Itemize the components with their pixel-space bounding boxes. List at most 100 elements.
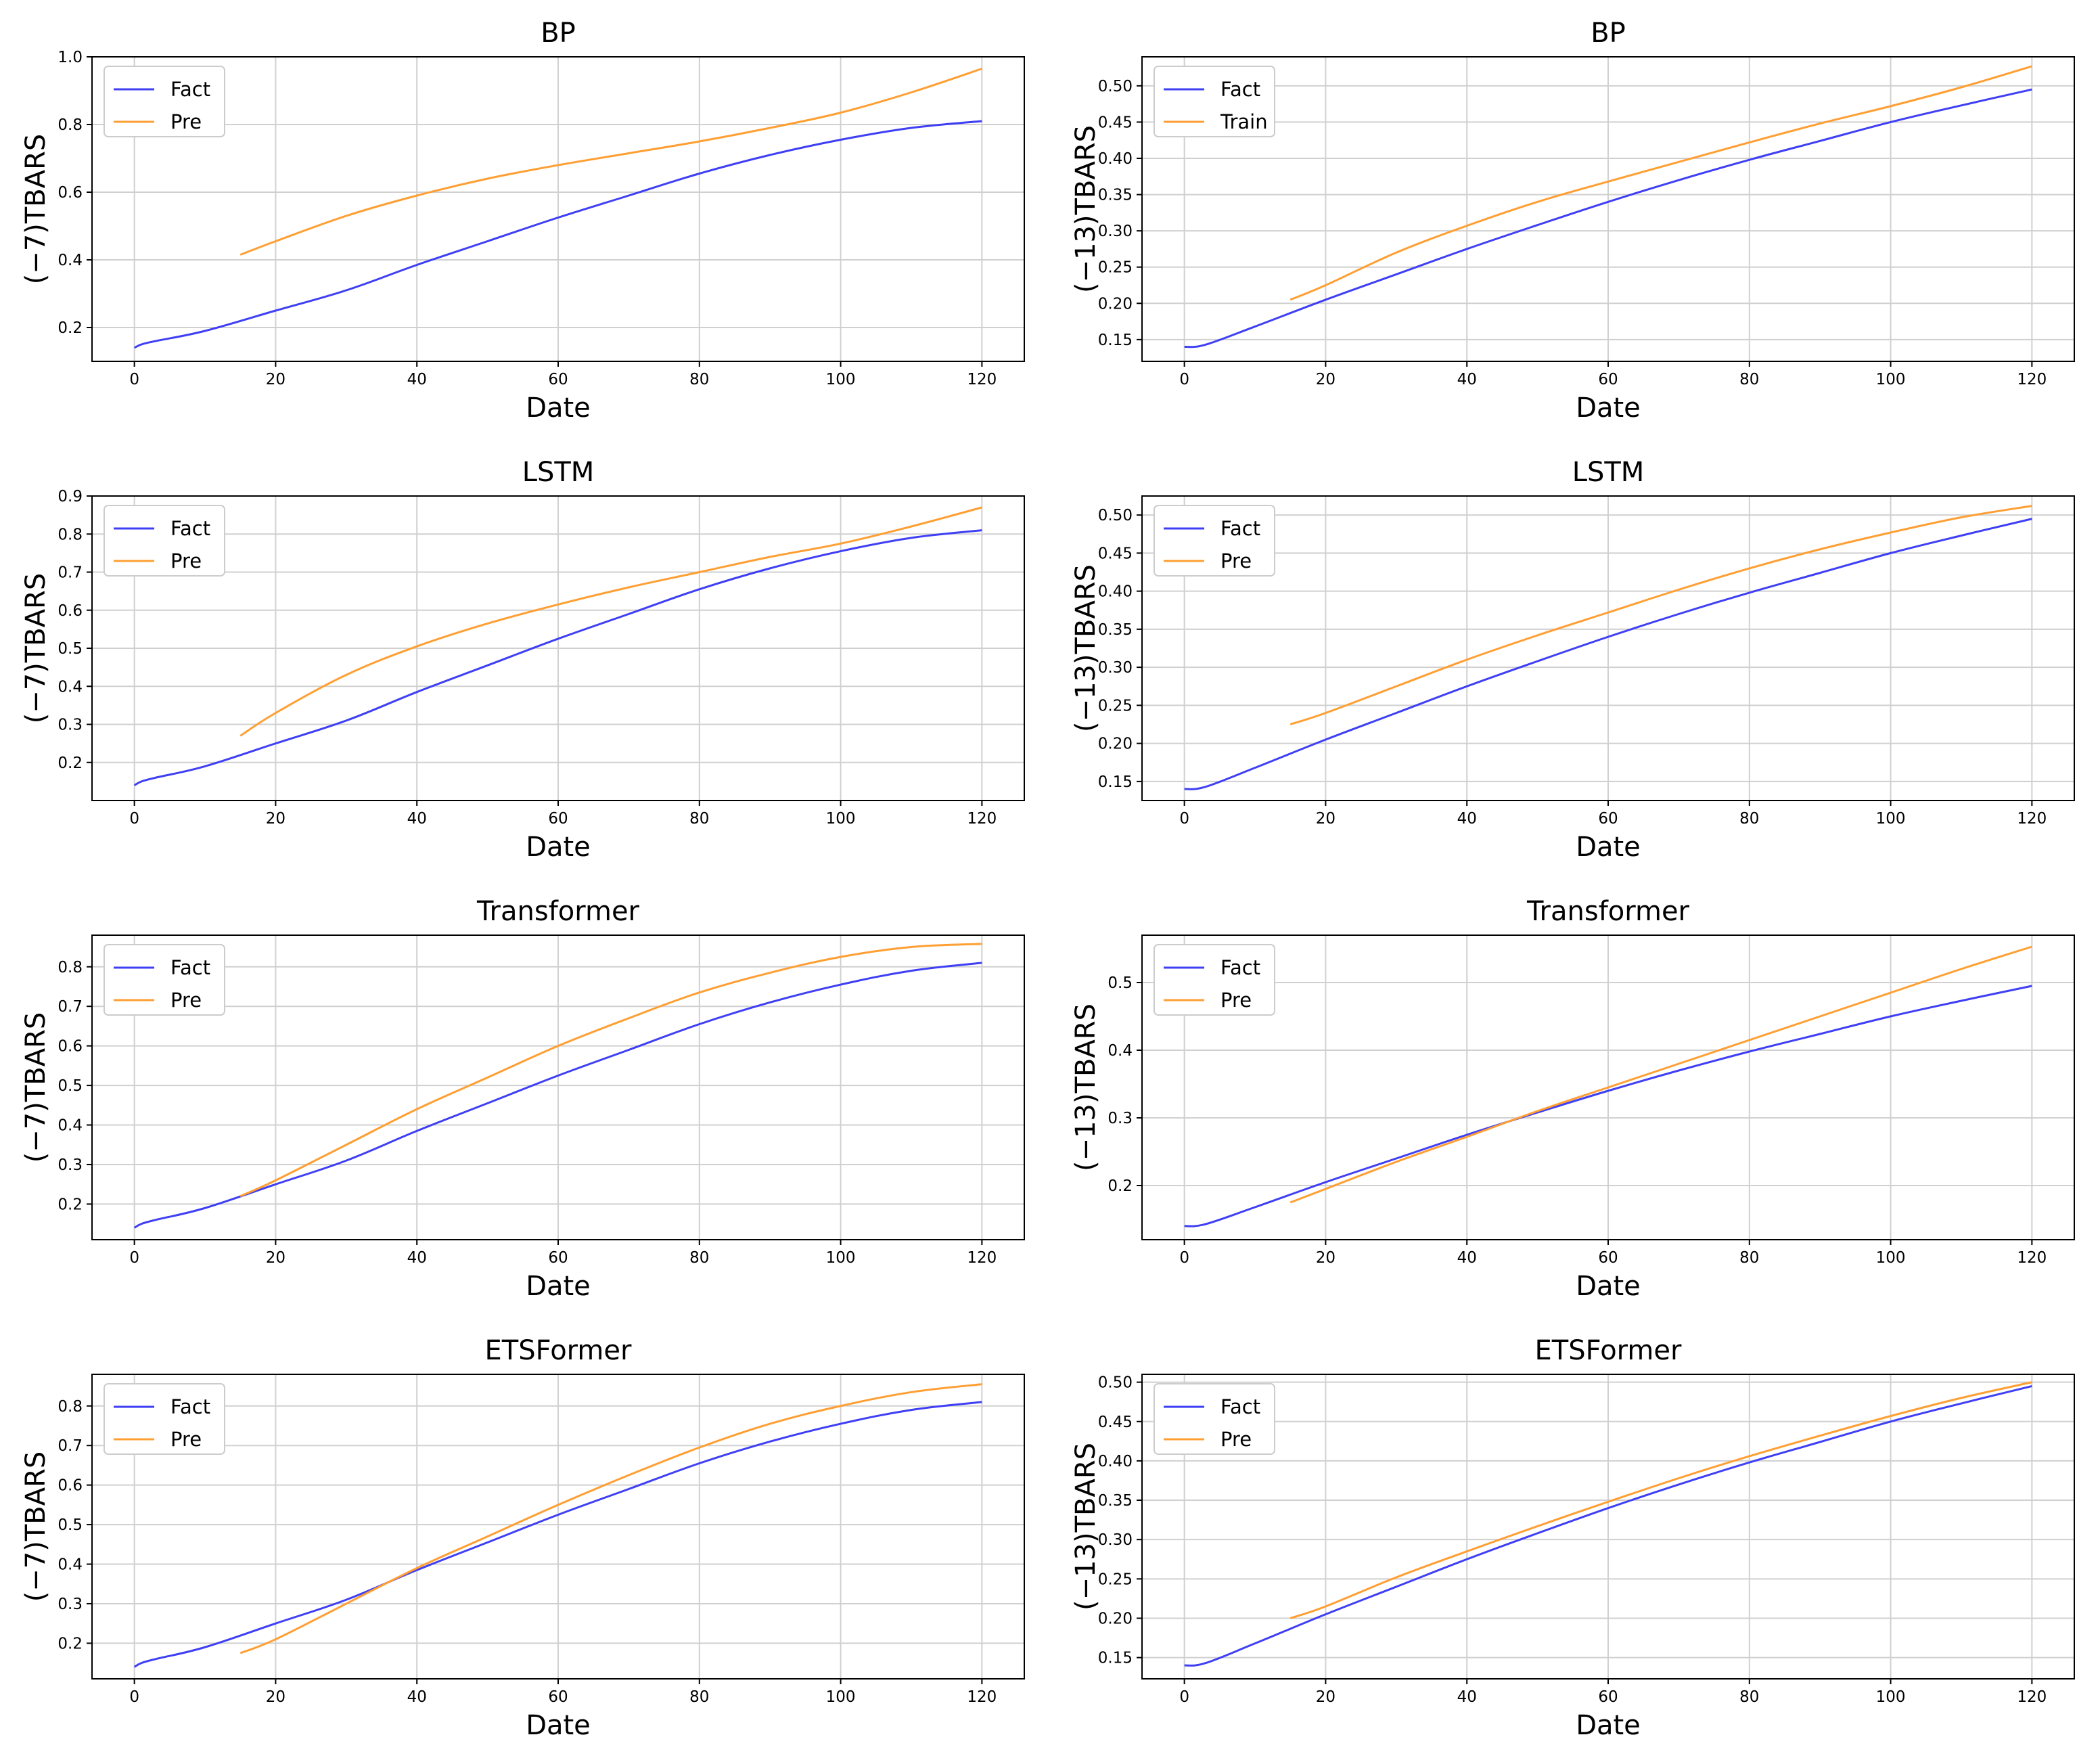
x-tick-label: 80	[1739, 1688, 1759, 1706]
x-tick-label: 20	[266, 1688, 286, 1706]
legend-box	[1154, 66, 1275, 137]
y-tick-label: 0.3	[58, 1156, 83, 1174]
x-tick-label: 100	[826, 1249, 856, 1267]
y-tick-label: 0.25	[1098, 1571, 1133, 1588]
x-tick-label: 60	[1598, 371, 1618, 388]
y-tick-label: 0.45	[1098, 1414, 1133, 1431]
y-axis-label: (−13)TBARS	[1070, 564, 1101, 732]
chart-panel-transformer-7: 0 20 40 60 80 100 120 0.2 0.3 0.4 0.5 0.6 0.7 0.8 Tran…	[0, 878, 1050, 1317]
y-tick-label: 0.2	[58, 1635, 83, 1652]
y-tick-label: 0.40	[1098, 150, 1133, 168]
x-tick-label: 0	[129, 1688, 139, 1706]
grid	[1142, 1374, 2074, 1679]
x-tick-label: 0	[1179, 371, 1189, 388]
y-tick-label: 0.5	[58, 1516, 83, 1534]
legend-label-fact: Fact	[170, 78, 210, 101]
series-line-fact	[133, 1401, 982, 1668]
y-tick-label: 0.6	[58, 184, 83, 202]
x-tick-label: 40	[1457, 810, 1477, 828]
x-tick-label: 100	[1876, 810, 1906, 828]
y-tick-label: 0.40	[1098, 1453, 1133, 1470]
x-tick-label: 40	[1457, 1688, 1477, 1706]
y-tick-label: 0.4	[1108, 1042, 1133, 1060]
x-tick-label: 100	[1876, 1688, 1906, 1706]
y-tick-label: 0.2	[58, 754, 83, 772]
x-tick-label: 80	[1739, 371, 1759, 388]
x-axis-label: Date	[1576, 1271, 1641, 1302]
x-tick-label: 120	[2017, 810, 2047, 828]
x-axis-label: Date	[526, 1271, 591, 1302]
x-tick-label: 20	[1316, 1688, 1336, 1706]
legend: Fact Pre	[1154, 944, 1275, 1016]
y-tick-label: 0.7	[58, 998, 83, 1016]
x-tick-label: 100	[826, 1688, 856, 1706]
y-tick-label: 0.4	[58, 1556, 83, 1574]
y-tick-label: 0.8	[58, 526, 83, 543]
y-tick-label: 0.50	[1098, 78, 1133, 95]
x-axis-label: Date	[526, 392, 591, 424]
x-tick-label: 0	[129, 810, 139, 828]
y-tick-label: 0.2	[1108, 1177, 1133, 1195]
series-line-fact	[1184, 518, 2032, 790]
chart-panel-bp-13: 0 20 40 60 80 100 120 0.15 0.20 0.25 0.30 0.35 0.40 0…	[1050, 0, 2100, 439]
series-line-fact	[1184, 88, 2032, 348]
chart-title: LSTM	[1572, 457, 1645, 488]
y-tick-label: 0.6	[58, 1477, 83, 1495]
legend-label-pre: Pre	[170, 110, 202, 133]
y-tick-label: 0.3	[1108, 1110, 1133, 1127]
legend-label-pre: Pre	[170, 1428, 202, 1451]
y-tick-label: 0.20	[1098, 295, 1133, 313]
y-axis-label: (−13)TBARS	[1070, 125, 1101, 293]
legend-label-train: Train	[1220, 110, 1268, 133]
x-axis-label: Date	[1576, 392, 1641, 424]
y-tick-label: 0.30	[1098, 223, 1133, 240]
series-line-fact	[1184, 985, 2032, 1227]
legend-label-fact: Fact	[170, 517, 210, 540]
x-tick-label: 80	[1739, 810, 1759, 828]
y-tick-label: 0.15	[1098, 773, 1133, 791]
x-tick-label: 60	[548, 371, 568, 388]
legend-box	[1154, 1383, 1275, 1455]
x-tick-label: 20	[1316, 371, 1336, 388]
legend: Fact Pre	[104, 505, 225, 577]
x-tick-label: 0	[129, 1249, 139, 1267]
legend-label-fact: Fact	[1220, 1395, 1260, 1418]
y-tick-label: 0.5	[58, 640, 83, 658]
x-tick-label: 40	[407, 371, 427, 388]
y-tick-label: 0.25	[1098, 697, 1133, 715]
y-tick-label: 0.8	[58, 116, 83, 134]
y-tick-label: 0.40	[1098, 583, 1133, 601]
y-tick-label: 0.50	[1098, 1374, 1133, 1392]
x-tick-label: 40	[1457, 1249, 1477, 1267]
series-line-pre	[239, 1383, 982, 1654]
y-tick-label: 0.7	[58, 1437, 83, 1455]
y-tick-label: 0.50	[1098, 507, 1133, 524]
series-line-pre	[1289, 505, 2032, 725]
x-tick-label: 100	[826, 371, 856, 388]
chart-panel-etsformer-7: 0 20 40 60 80 100 120 0.2 0.3 0.4 0.5 0.6 0.7 0.8 ETSF…	[0, 1317, 1050, 1757]
y-tick-label: 0.6	[58, 602, 83, 620]
chart-title: LSTM	[522, 457, 595, 488]
chart-panel-lstm-13: 0 20 40 60 80 100 120 0.15 0.20 0.25 0.30 0.35 0.40 0…	[1050, 439, 2100, 878]
legend-box	[104, 505, 225, 577]
y-axis-label: (−13)TBARS	[1070, 1004, 1101, 1171]
y-tick-label: 0.8	[58, 959, 83, 976]
x-axis-label: Date	[526, 832, 591, 863]
x-tick-label: 60	[548, 810, 568, 828]
legend-label-pre: Pre	[1220, 549, 1252, 572]
y-tick-label: 0.5	[58, 1077, 83, 1095]
x-tick-label: 120	[967, 1688, 997, 1706]
legend: Fact Pre	[104, 944, 225, 1016]
y-tick-label: 0.5	[1108, 974, 1133, 992]
x-tick-label: 20	[1316, 1249, 1336, 1267]
grid	[1142, 935, 2074, 1240]
chart-panel-bp-7: 0 20 40 60 80 100 120 0.2 0.4 0.6 0.8 1.0 BP Date (−7)…	[0, 0, 1050, 439]
y-tick-label: 0.4	[58, 1117, 83, 1135]
x-tick-label: 120	[967, 1249, 997, 1267]
chart-svg: 0 20 40 60 80 100 120 0.15 0.20 0.25 0.30 0.35 0.40 0…	[1070, 1335, 2075, 1741]
legend-label-pre: Pre	[1220, 1428, 1252, 1451]
x-axis-label: Date	[1576, 832, 1641, 863]
x-tick-label: 100	[1876, 371, 1906, 388]
series-line-pre	[1289, 945, 2032, 1204]
chart-panel-transformer-13: 0 20 40 60 80 100 120 0.2 0.3 0.4 0.5 Transformer Da…	[1050, 878, 2100, 1317]
